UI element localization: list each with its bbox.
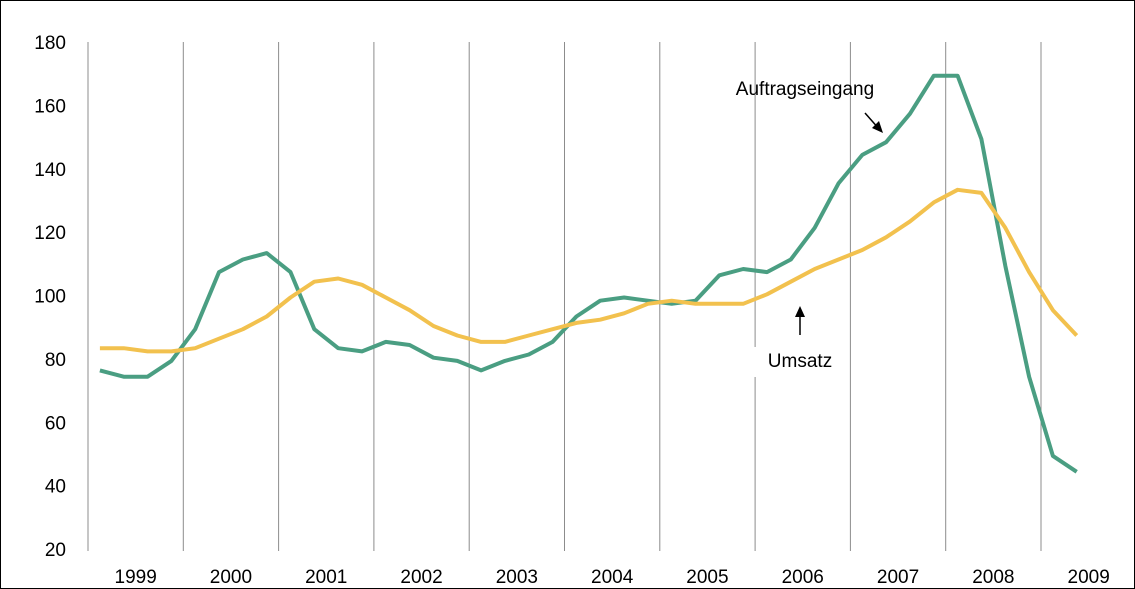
y-tick-label: 160 bbox=[34, 96, 66, 117]
x-tick-label: 2006 bbox=[782, 567, 824, 588]
x-tick-label: 2000 bbox=[210, 567, 252, 588]
y-tick-label: 80 bbox=[45, 350, 66, 371]
label-bg bbox=[752, 347, 848, 377]
series-line bbox=[99, 73, 1078, 474]
x-tick-label: 1999 bbox=[115, 567, 157, 588]
y-tick-label: 120 bbox=[34, 223, 66, 244]
y-tick-label: 140 bbox=[34, 160, 66, 181]
arrow-head bbox=[872, 121, 883, 133]
x-tick-label: 2004 bbox=[591, 567, 634, 588]
series-label: Auftragseingang bbox=[736, 79, 874, 100]
x-tick-label: 2005 bbox=[686, 567, 728, 588]
y-tick-label: 180 bbox=[34, 33, 66, 54]
x-tick-label: 2001 bbox=[305, 567, 347, 588]
x-tick-label: 2003 bbox=[496, 567, 538, 588]
y-tick-label: 100 bbox=[34, 287, 66, 308]
x-tick-label: 2009 bbox=[1068, 567, 1110, 588]
plot: 20 40 60 80 100 120 140 160 180 1999 2000 2001 2002 2… bbox=[34, 33, 1109, 588]
x-tick-label: 2008 bbox=[972, 567, 1014, 588]
series-line bbox=[99, 187, 1079, 354]
x-tick-label: 2002 bbox=[400, 567, 442, 588]
y-tick-label: 40 bbox=[45, 477, 66, 498]
arrow-head bbox=[795, 306, 805, 317]
y-tick-label: 60 bbox=[45, 413, 66, 434]
x-tick-label: 2007 bbox=[877, 567, 919, 588]
series-label: Umsatz bbox=[768, 351, 832, 372]
y-tick-label: 20 bbox=[45, 540, 66, 561]
